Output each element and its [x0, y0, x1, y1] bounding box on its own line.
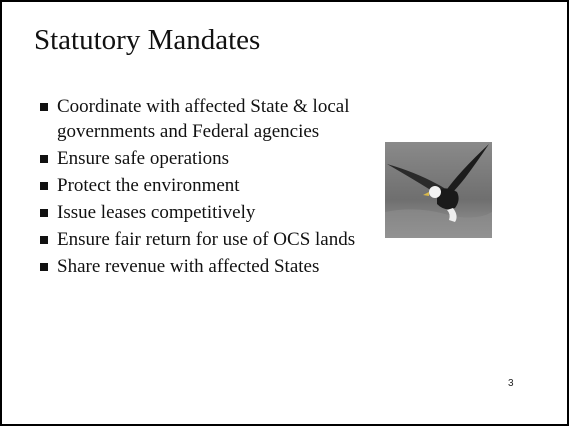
bullet-marker — [40, 155, 48, 163]
bullet-marker — [40, 236, 48, 244]
bullet-list: Coordinate with affected State & local g… — [2, 94, 397, 281]
bullet-marker — [40, 182, 48, 190]
bullet-item: Ensure safe operations — [2, 146, 397, 171]
bullet-marker — [40, 209, 48, 217]
bullet-item: Ensure fair return for use of OCS lands — [2, 227, 397, 252]
slide: Statutory Mandates Coordinate with affec… — [0, 0, 569, 426]
page-number: 3 — [508, 378, 514, 389]
bullet-item: Coordinate with affected State & local g… — [2, 94, 397, 144]
slide-title: Statutory Mandates — [34, 24, 260, 57]
bullet-text: Ensure fair return for use of OCS lands — [57, 227, 355, 252]
bullet-text: Coordinate with affected State & local g… — [57, 94, 397, 144]
bullet-text: Ensure safe operations — [57, 146, 229, 171]
bullet-item: Protect the environment — [2, 173, 397, 198]
eagle-photo — [385, 142, 492, 238]
bullet-text: Share revenue with affected States — [57, 254, 319, 279]
bullet-item: Share revenue with affected States — [2, 254, 397, 279]
bullet-marker — [40, 263, 48, 271]
bullet-text: Issue leases competitively — [57, 200, 255, 225]
bullet-item: Issue leases competitively — [2, 200, 397, 225]
bullet-text: Protect the environment — [57, 173, 240, 198]
bullet-marker — [40, 103, 48, 111]
